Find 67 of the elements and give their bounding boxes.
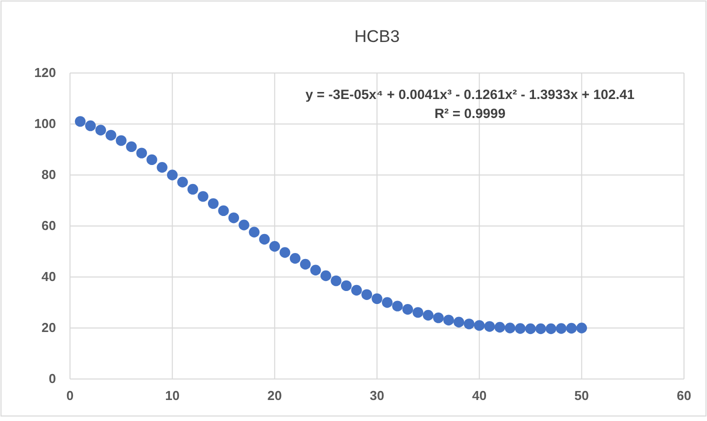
y-tick-label: 60: [42, 218, 56, 234]
point: [535, 323, 546, 334]
point: [361, 289, 372, 300]
point: [238, 220, 250, 230]
point: [146, 154, 158, 166]
point: [494, 322, 506, 333]
y-tick-label: 20: [42, 320, 56, 336]
point: [443, 314, 454, 326]
chart-title: HCB3: [354, 27, 400, 46]
point: [504, 322, 516, 334]
x-tick-label: 30: [370, 388, 384, 404]
point: [454, 316, 464, 328]
point: [392, 300, 403, 312]
point: [433, 312, 444, 324]
point: [269, 241, 280, 252]
point: [402, 304, 414, 315]
point: [484, 321, 495, 332]
point: [228, 212, 240, 224]
point: [464, 318, 474, 330]
point: [116, 135, 127, 146]
point: [218, 205, 229, 216]
y-tick-label: 40: [42, 269, 56, 284]
y-tick-label: 80: [42, 167, 56, 182]
point: [474, 320, 485, 331]
point: [177, 176, 188, 188]
x-tick-label: 60: [676, 388, 692, 404]
point: [340, 280, 352, 292]
point: [198, 191, 208, 202]
y-tick-label: 100: [34, 116, 56, 132]
point: [556, 323, 567, 334]
point: [126, 141, 137, 152]
x-tick-label: 40: [472, 388, 487, 404]
x-tick-label: 0: [66, 388, 74, 404]
point: [259, 234, 270, 245]
point: [514, 323, 526, 334]
point: [382, 297, 393, 308]
point: [156, 162, 168, 173]
point: [310, 264, 321, 276]
point: [106, 130, 116, 141]
point: [85, 120, 96, 132]
x-tick-label: 50: [574, 388, 589, 404]
annotation: R² = 0.9999: [434, 106, 506, 121]
point: [74, 116, 86, 127]
point: [95, 124, 106, 136]
y-tick-label: 0: [48, 371, 56, 386]
x-tick-label: 20: [267, 388, 282, 404]
point: [525, 323, 536, 334]
point: [330, 275, 342, 286]
point: [422, 310, 434, 321]
point: [372, 293, 382, 304]
point: [320, 270, 332, 282]
point: [412, 307, 424, 318]
point: [546, 323, 556, 334]
point: [187, 184, 198, 195]
point: [300, 258, 311, 270]
point: [576, 322, 588, 334]
y-tick-label: 120: [34, 65, 56, 80]
point: [136, 148, 147, 158]
point: [290, 253, 300, 264]
point: [208, 198, 219, 209]
annotation: y = -3E-05x⁴ + 0.0041x³ - 0.1261x² - 1.3933x + 102.41: [305, 87, 636, 102]
point: [166, 170, 178, 180]
point: [566, 322, 577, 334]
x-tick-label: 10: [165, 388, 180, 404]
point: [280, 247, 290, 258]
point: [248, 226, 260, 238]
point: [351, 284, 362, 296]
